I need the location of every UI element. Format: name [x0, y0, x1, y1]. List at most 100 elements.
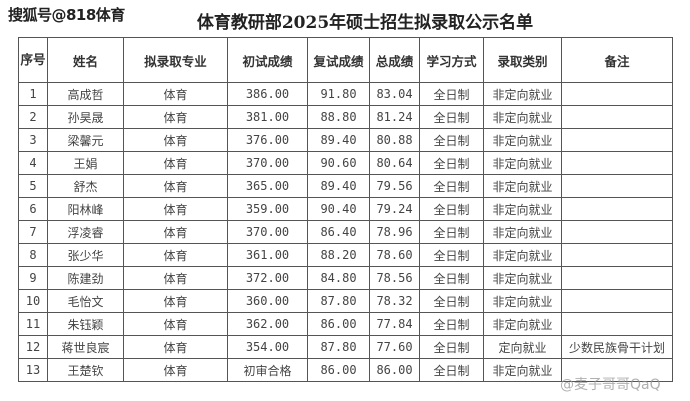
- cell-category: 非定向就业: [483, 174, 562, 198]
- cell-category: 非定向就业: [483, 243, 562, 267]
- cell-study-mode: 全日制: [419, 358, 484, 382]
- cell-name: 王楚钦: [47, 358, 124, 382]
- cell-prelim: 初审合格: [227, 358, 308, 382]
- cell-index: 8: [18, 243, 48, 267]
- cell-major: 体育: [123, 243, 228, 267]
- cell-study-mode: 全日制: [419, 82, 484, 106]
- cell-retest: 86.00: [307, 358, 370, 382]
- cell-category: 非定向就业: [483, 289, 562, 313]
- cell-index: 1: [18, 82, 48, 106]
- cell-major: 体育: [123, 197, 228, 221]
- cell-prelim: 361.00: [227, 243, 308, 267]
- cell-total: 78.60: [369, 243, 420, 267]
- cell-name: 蒋世良宸: [47, 335, 124, 359]
- cell-total: 80.64: [369, 151, 420, 175]
- header-col-retest: 复试成绩: [307, 37, 370, 83]
- cell-category: 非定向就业: [483, 197, 562, 221]
- cell-study-mode: 全日制: [419, 220, 484, 244]
- cell-prelim: 354.00: [227, 335, 308, 359]
- cell-remarks: [561, 220, 673, 244]
- cell-category: 定向就业: [483, 335, 562, 359]
- cell-study-mode: 全日制: [419, 289, 484, 313]
- cell-study-mode: 全日制: [419, 151, 484, 175]
- cell-total: 81.24: [369, 105, 420, 129]
- header-col-prelim: 初试成绩: [227, 37, 308, 83]
- cell-major: 体育: [123, 220, 228, 244]
- table-header-row: 序号 姓名 拟录取专业 初试成绩 复试成绩 总成绩 学习方式 录取类别 备注: [18, 37, 673, 83]
- cell-study-mode: 全日制: [419, 197, 484, 221]
- cell-study-mode: 全日制: [419, 174, 484, 198]
- cell-name: 舒杰: [47, 174, 124, 198]
- cell-index: 2: [18, 105, 48, 129]
- cell-remarks: [561, 151, 673, 175]
- cell-major: 体育: [123, 289, 228, 313]
- cell-remarks: [561, 289, 673, 313]
- cell-major: 体育: [123, 312, 228, 336]
- cell-index: 5: [18, 174, 48, 198]
- cell-major: 体育: [123, 151, 228, 175]
- cell-major: 体育: [123, 174, 228, 198]
- cell-index: 4: [18, 151, 48, 175]
- table-row: 6 阳林峰 体育 359.00 90.40 79.24 全日制 非定向就业: [18, 197, 673, 221]
- cell-prelim: 365.00: [227, 174, 308, 198]
- cell-index: 9: [18, 266, 48, 290]
- cell-remarks: [561, 266, 673, 290]
- table-row: 3 梁馨元 体育 376.00 89.40 80.88 全日制 非定向就业: [18, 128, 673, 152]
- watermark-sohu: 搜狐号@818体育: [8, 6, 125, 24]
- cell-remarks: [561, 174, 673, 198]
- cell-retest: 90.40: [307, 197, 370, 221]
- cell-study-mode: 全日制: [419, 128, 484, 152]
- table-row: 10 毛怡文 体育 360.00 87.80 78.32 全日制 非定向就业: [18, 289, 673, 313]
- cell-remarks: [561, 358, 673, 382]
- cell-total: 86.00: [369, 358, 420, 382]
- cell-remarks: [561, 82, 673, 106]
- cell-study-mode: 全日制: [419, 105, 484, 129]
- cell-index: 3: [18, 128, 48, 152]
- cell-remarks: [561, 312, 673, 336]
- cell-category: 非定向就业: [483, 82, 562, 106]
- cell-prelim: 370.00: [227, 151, 308, 175]
- table-row: 8 张少华 体育 361.00 88.20 78.60 全日制 非定向就业: [18, 243, 673, 267]
- cell-prelim: 381.00: [227, 105, 308, 129]
- header-col-major: 拟录取专业: [123, 37, 228, 83]
- cell-study-mode: 全日制: [419, 266, 484, 290]
- cell-name: 朱钰颖: [47, 312, 124, 336]
- cell-major: 体育: [123, 335, 228, 359]
- table-row: 12 蒋世良宸 体育 354.00 87.80 77.60 全日制 定向就业 少数民族骨干计划: [18, 335, 673, 359]
- cell-retest: 87.80: [307, 335, 370, 359]
- cell-remarks: 少数民族骨干计划: [561, 335, 673, 359]
- cell-total: 78.56: [369, 266, 420, 290]
- cell-study-mode: 全日制: [419, 335, 484, 359]
- table-row: 5 舒杰 体育 365.00 89.40 79.56 全日制 非定向就业: [18, 174, 673, 198]
- cell-index: 7: [18, 220, 48, 244]
- cell-total: 78.32: [369, 289, 420, 313]
- cell-category: 非定向就业: [483, 266, 562, 290]
- cell-name: 陈建劲: [47, 266, 124, 290]
- cell-index: 11: [18, 312, 48, 336]
- cell-retest: 88.20: [307, 243, 370, 267]
- cell-prelim: 386.00: [227, 82, 308, 106]
- cell-index: 13: [18, 358, 48, 382]
- cell-retest: 90.60: [307, 151, 370, 175]
- cell-total: 77.84: [369, 312, 420, 336]
- table-row: 13 王楚钦 体育 初审合格 86.00 86.00 全日制 非定向就业: [18, 358, 673, 382]
- cell-name: 毛怡文: [47, 289, 124, 313]
- cell-name: 阳林峰: [47, 197, 124, 221]
- header-col-remarks: 备注: [561, 37, 673, 83]
- cell-retest: 88.80: [307, 105, 370, 129]
- cell-remarks: [561, 128, 673, 152]
- cell-total: 78.96: [369, 220, 420, 244]
- table-row: 9 陈建劲 体育 372.00 84.80 78.56 全日制 非定向就业: [18, 266, 673, 290]
- cell-category: 非定向就业: [483, 105, 562, 129]
- cell-index: 6: [18, 197, 48, 221]
- cell-prelim: 370.00: [227, 220, 308, 244]
- cell-major: 体育: [123, 266, 228, 290]
- cell-name: 浮凌睿: [47, 220, 124, 244]
- cell-total: 77.60: [369, 335, 420, 359]
- cell-index: 10: [18, 289, 48, 313]
- cell-retest: 87.80: [307, 289, 370, 313]
- cell-category: 非定向就业: [483, 128, 562, 152]
- cell-retest: 86.00: [307, 312, 370, 336]
- cell-retest: 91.80: [307, 82, 370, 106]
- header-col-total: 总成绩: [369, 37, 420, 83]
